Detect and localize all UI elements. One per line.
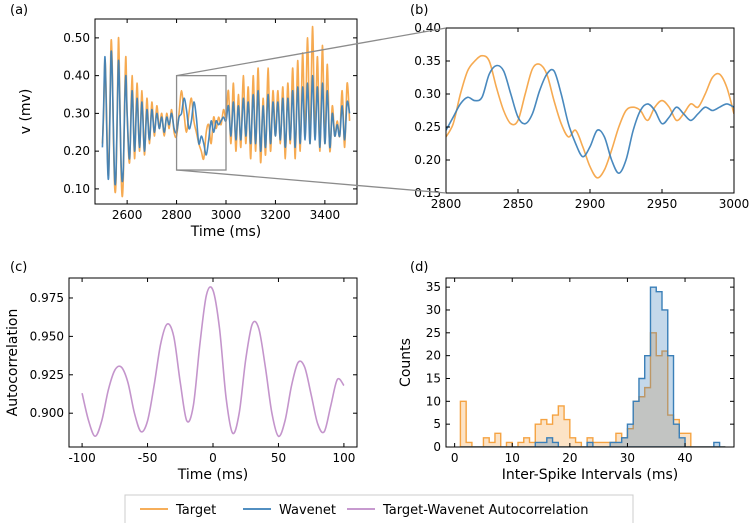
legend-label: Target (175, 503, 216, 518)
zoom-box (175, 74, 227, 171)
x-tick-label: 30 (620, 451, 635, 465)
x-tick-label: 2800 (431, 197, 462, 211)
zoom-connector-bottom (176, 169, 447, 194)
x-tick-label: 100 (332, 451, 355, 465)
x-tick-label: -50 (138, 451, 158, 465)
panel-c-chart: (c) -100 -50 0 50 100 0.900 0.925 0.950 0.975 Time… (5, 260, 358, 483)
legend-label: Target-Wavenet Autocorrelation (382, 503, 588, 518)
y-tick-label: 0.15 (414, 186, 441, 200)
panel-label: (b) (410, 3, 428, 18)
y-tick-label: 10 (426, 394, 441, 408)
panel-label: (c) (10, 260, 27, 275)
y-tick-label: 15 (426, 371, 441, 385)
series-line-target (446, 54, 734, 179)
x-tick-label: 3400 (310, 208, 341, 222)
x-tick-label: 0 (209, 451, 217, 465)
y-tick-label: 0.35 (414, 54, 441, 68)
y-tick-label: 0.20 (63, 144, 90, 158)
series-line-wavenet (101, 50, 351, 186)
y-tick-label: 0.50 (63, 31, 90, 45)
y-axis-label: Counts (398, 338, 414, 387)
plot-area (446, 54, 734, 179)
panel-a-chart: (a) 2600 2800 3000 3200 3400 0.10 0.20 0.30 0.40 0… (10, 3, 358, 240)
histogram-wavenet (460, 286, 726, 447)
series-line-target (101, 25, 351, 198)
y-tick-label: 30 (426, 303, 441, 317)
zoom-connector-lines (175, 27, 447, 194)
x-tick-label: 20 (562, 451, 577, 465)
plot-area (459, 286, 726, 447)
y-tick-label: 0.40 (414, 21, 441, 35)
y-tick-label: 0.925 (30, 368, 64, 382)
y-tick-label: 0.40 (63, 69, 90, 83)
zoom-connector-top (176, 27, 447, 77)
panel-label: (d) (410, 260, 428, 275)
plot-area (101, 25, 351, 198)
x-tick-label: 0 (451, 451, 459, 465)
x-tick-label: 2950 (647, 197, 678, 211)
y-tick-label: 0.900 (30, 406, 64, 420)
y-tick-label: 20 (426, 349, 441, 363)
panel-d-chart: (d) 0 10 20 30 40 0 5 10 15 20 25 30 35 Inter-Spike In… (398, 260, 735, 483)
axes-frame (445, 277, 735, 448)
x-axis-label: Inter-Spike Intervals (ms) (502, 467, 679, 483)
panel-b-chart: (b) 2800 2850 2900 2950 3000 0.15 0.20 0.25 0.30 0… (410, 3, 749, 211)
y-tick-label: 0.30 (63, 106, 90, 120)
x-tick-label: 3200 (260, 208, 291, 222)
series-line-wavenet (446, 64, 734, 175)
x-tick-label: 10 (505, 451, 520, 465)
axes-frame (68, 277, 358, 448)
y-tick-label: 0.25 (414, 120, 441, 134)
y-axis-label: Autocorrelation (5, 309, 21, 417)
y-tick-label: 0 (433, 440, 441, 454)
y-tick-label: 0.20 (414, 153, 441, 167)
x-axis-label: Time (ms) (177, 467, 249, 483)
panel-label: (a) (10, 3, 28, 18)
plot-area (81, 286, 345, 438)
y-tick-label: 5 (433, 417, 441, 431)
x-tick-label: 3000 (719, 197, 750, 211)
series-line-target-wavenet-autocorrelation (81, 286, 345, 438)
legend: Target Wavenet Target-Wavenet Autocorrelat… (124, 494, 634, 523)
x-tick-label: -100 (68, 451, 95, 465)
x-tick-label: 2600 (112, 208, 143, 222)
y-tick-label: 0.30 (414, 87, 441, 101)
y-axis-label: v (mv) (18, 89, 34, 135)
y-tick-label: 0.950 (30, 329, 64, 343)
y-tick-label: 25 (426, 326, 441, 340)
histogram-target (459, 332, 726, 447)
x-tick-label: 2900 (575, 197, 606, 211)
x-tick-label: 40 (677, 451, 692, 465)
legend-frame (124, 494, 634, 523)
x-tick-label: 2800 (161, 208, 192, 222)
legend-label: Wavenet (279, 503, 336, 518)
x-tick-label: 3000 (211, 208, 242, 222)
y-tick-label: 0.975 (30, 291, 64, 305)
x-tick-label: 50 (271, 451, 286, 465)
x-tick-label: 2850 (503, 197, 534, 211)
x-axis-label: Time (ms) (190, 224, 262, 240)
y-tick-label: 0.10 (63, 182, 90, 196)
y-tick-label: 35 (426, 280, 441, 294)
